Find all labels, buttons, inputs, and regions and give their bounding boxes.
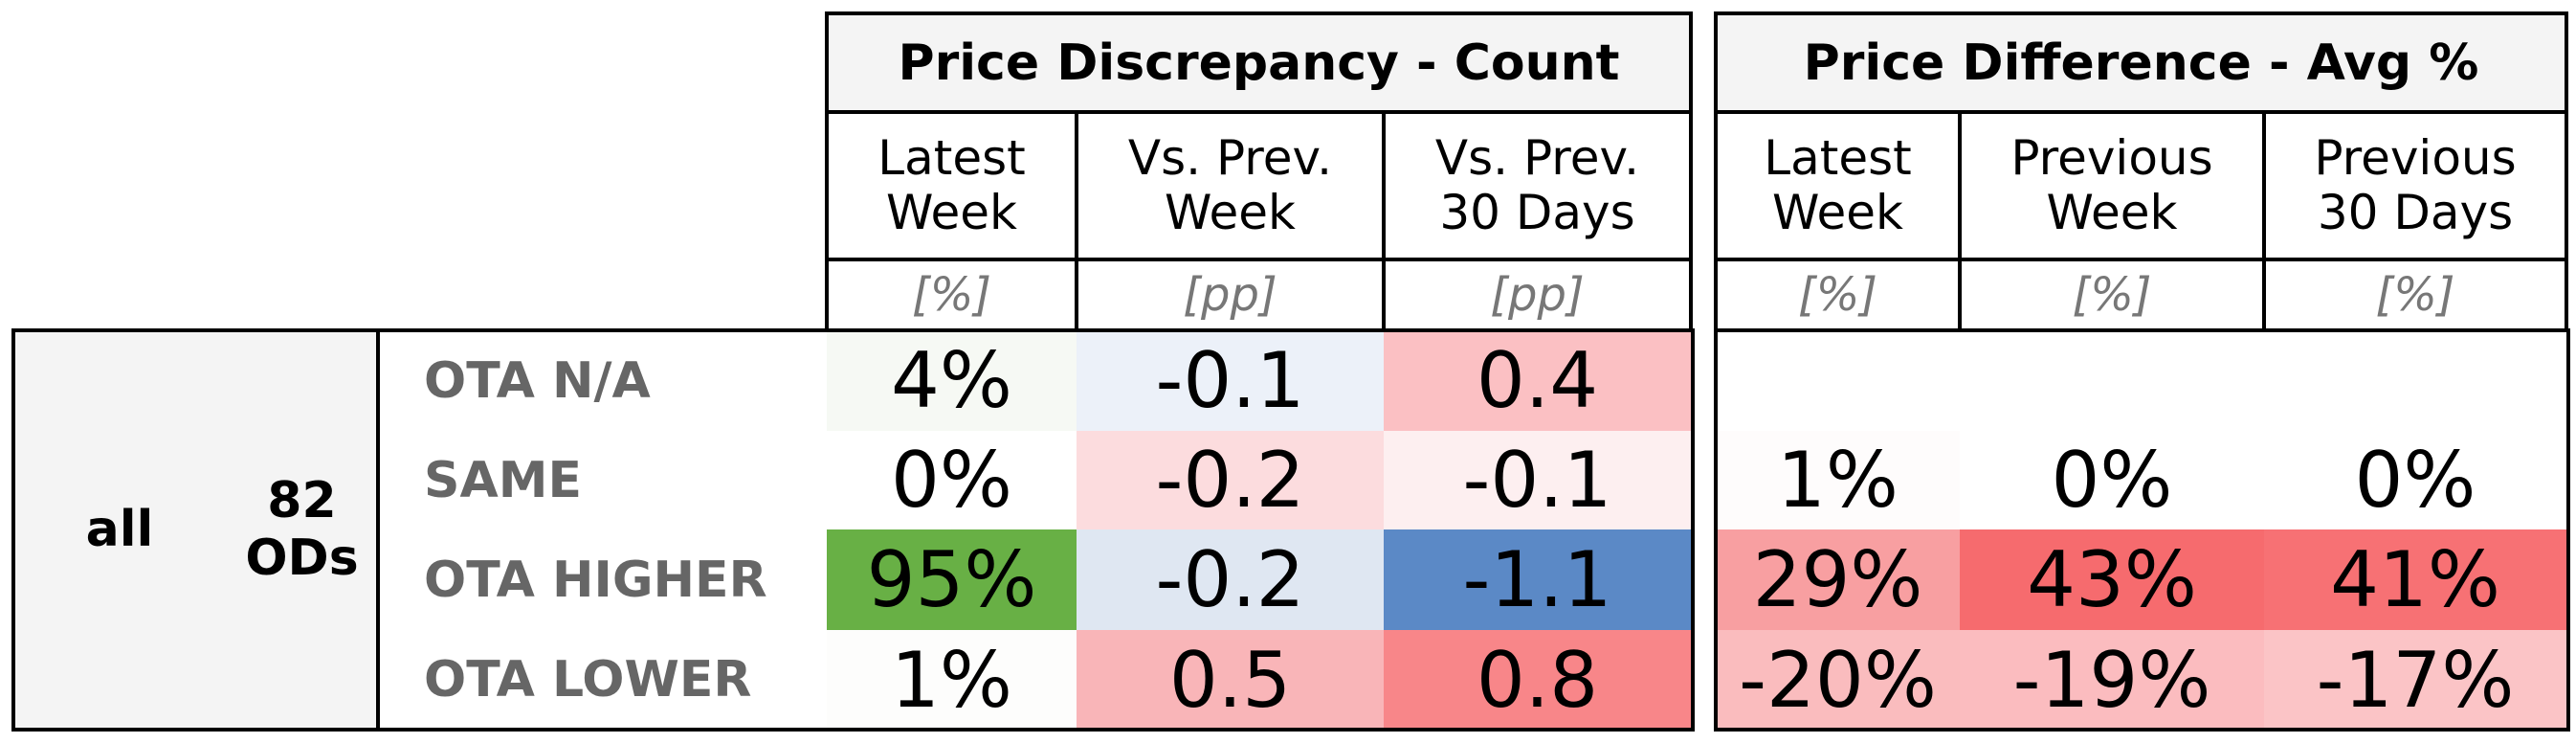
column-unit: [%] bbox=[2262, 258, 2568, 332]
body-frame bbox=[11, 328, 1695, 732]
value-cell: -0.1 bbox=[1384, 431, 1691, 529]
value-cell bbox=[1716, 330, 1960, 431]
column-header: Vs. Prev. 30 Days bbox=[1382, 110, 1693, 261]
row-label: OTA LOWER bbox=[424, 651, 752, 709]
value-cell: 0% bbox=[1960, 431, 2264, 529]
value-cell: -17% bbox=[2264, 630, 2566, 730]
segment-divider bbox=[376, 328, 380, 732]
segment-name: all bbox=[85, 500, 154, 558]
column-header: Previous Week bbox=[1958, 110, 2266, 261]
row-label: OTA HIGHER bbox=[424, 551, 767, 609]
value-cell: -0.2 bbox=[1077, 529, 1384, 630]
segment-background bbox=[13, 330, 378, 730]
column-unit: [%] bbox=[825, 258, 1078, 332]
column-header: Vs. Prev. Week bbox=[1075, 110, 1386, 261]
row-label: OTA N/A bbox=[424, 351, 651, 410]
value-cell bbox=[1960, 330, 2264, 431]
column-unit: [%] bbox=[1714, 258, 1962, 332]
value-cell: 0.5 bbox=[1077, 630, 1384, 730]
group-title: Price Discrepancy - Count bbox=[825, 11, 1693, 114]
value-cell: 95% bbox=[827, 529, 1077, 630]
column-unit: [pp] bbox=[1075, 258, 1386, 332]
value-cell: 41% bbox=[2264, 529, 2566, 630]
value-cell: -1.1 bbox=[1384, 529, 1691, 630]
body-frame bbox=[1714, 328, 2570, 732]
value-cell: 0.4 bbox=[1384, 330, 1691, 431]
value-cell: -20% bbox=[1716, 630, 1960, 730]
value-cell: 1% bbox=[1716, 431, 1960, 529]
group-title: Price Difference - Avg % bbox=[1714, 11, 2568, 114]
column-header: Latest Week bbox=[1714, 110, 1962, 261]
value-cell: -0.1 bbox=[1077, 330, 1384, 431]
column-header: Previous 30 Days bbox=[2262, 110, 2568, 261]
column-unit: [%] bbox=[1958, 258, 2266, 332]
value-cell: -0.2 bbox=[1077, 431, 1384, 529]
segment-count: 82 ODs bbox=[245, 471, 359, 587]
value-cell: 1% bbox=[827, 630, 1077, 730]
value-cell: 4% bbox=[827, 330, 1077, 431]
value-cell: -19% bbox=[1960, 630, 2264, 730]
column-unit: [pp] bbox=[1382, 258, 1693, 332]
row-label: SAME bbox=[424, 451, 582, 509]
value-cell: 0% bbox=[827, 431, 1077, 529]
value-cell bbox=[2264, 330, 2566, 431]
value-cell: 0% bbox=[2264, 431, 2566, 529]
value-cell: 29% bbox=[1716, 529, 1960, 630]
value-cell: 0.8 bbox=[1384, 630, 1691, 730]
column-header: Latest Week bbox=[825, 110, 1078, 261]
value-cell: 43% bbox=[1960, 529, 2264, 630]
